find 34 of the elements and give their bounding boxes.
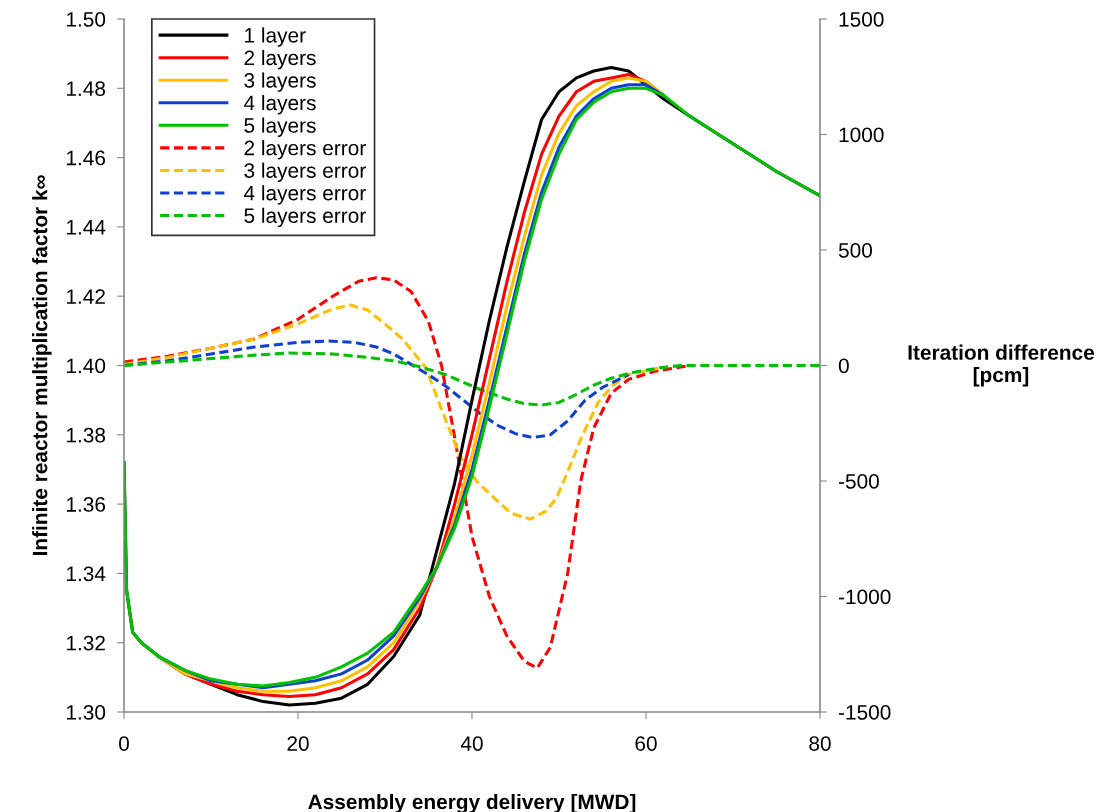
legend-label: 4 layers error <box>243 185 366 205</box>
y2-tick-label: -1000 <box>838 589 891 605</box>
y-tick-label: 1.48 <box>66 81 106 97</box>
y2-tick-label: -500 <box>838 474 879 489</box>
legend-label: 3 layers <box>244 72 316 92</box>
y-tick-label: 1.36 <box>66 497 106 512</box>
y-tick-label: 1.38 <box>66 427 106 443</box>
x-tick-label: 40 <box>460 736 483 751</box>
y-tick-label: 1.30 <box>66 705 106 720</box>
y-tick-label: 1.44 <box>66 220 106 235</box>
y2-tick-label: 1000 <box>839 127 884 143</box>
y-tick-label: 1.50 <box>66 12 106 27</box>
y-tick-label: 1.40 <box>66 358 106 374</box>
x-tick-label: 20 <box>287 736 309 751</box>
y-tick-label: 1.32 <box>66 635 105 651</box>
y-axis-title: Infinite reactor multiplication factor k∞ <box>32 175 52 555</box>
y2-tick-label: 0 <box>838 358 849 374</box>
y2-tick-label: -1500 <box>838 705 891 720</box>
legend-label: 4 layers <box>243 94 316 115</box>
legend-label: 3 layers error <box>244 162 366 183</box>
y2-tick-label: 1500 <box>839 12 884 27</box>
y2-tick-label: 500 <box>838 243 872 258</box>
y-tick-label: 1.42 <box>66 289 105 304</box>
legend-label: 5 layers <box>244 117 316 137</box>
x-tick-label: 0 <box>119 736 129 751</box>
legend-label: 2 layers <box>244 49 316 70</box>
x-tick-label: 80 <box>809 736 831 751</box>
y2-axis-title: Iteration difference [pcm] <box>908 344 1095 387</box>
legend-label: 5 layers error <box>244 207 366 228</box>
y-tick-label: 1.34 <box>66 566 106 582</box>
legend-label: 1 layer <box>245 27 306 47</box>
y-tick-label: 1.46 <box>66 150 106 166</box>
x-tick-label: 60 <box>635 736 657 751</box>
legend-label: 2 layers error <box>244 140 366 160</box>
